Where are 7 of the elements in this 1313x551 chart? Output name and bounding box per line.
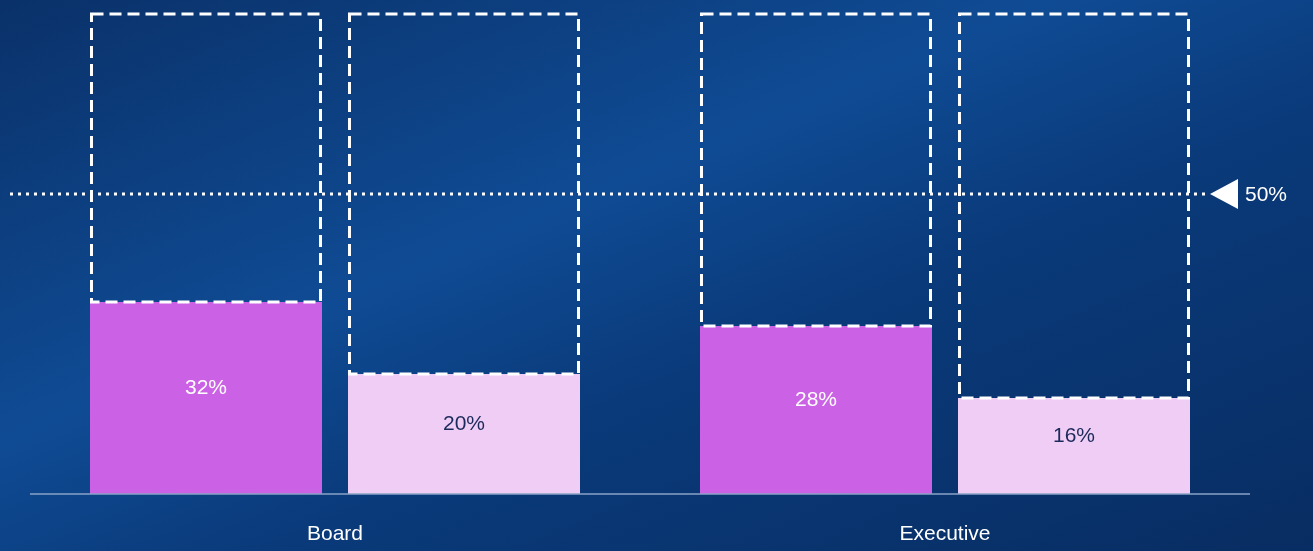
data-label: 16% [1052, 423, 1096, 446]
data-label: 28% [794, 387, 838, 410]
x-tick-label: Executive [899, 521, 991, 544]
x-tick-label: Board [306, 521, 364, 544]
data-label: 20% [442, 411, 486, 434]
data-label: 32% [184, 375, 228, 398]
ref-line-label: 50% [1245, 182, 1288, 205]
